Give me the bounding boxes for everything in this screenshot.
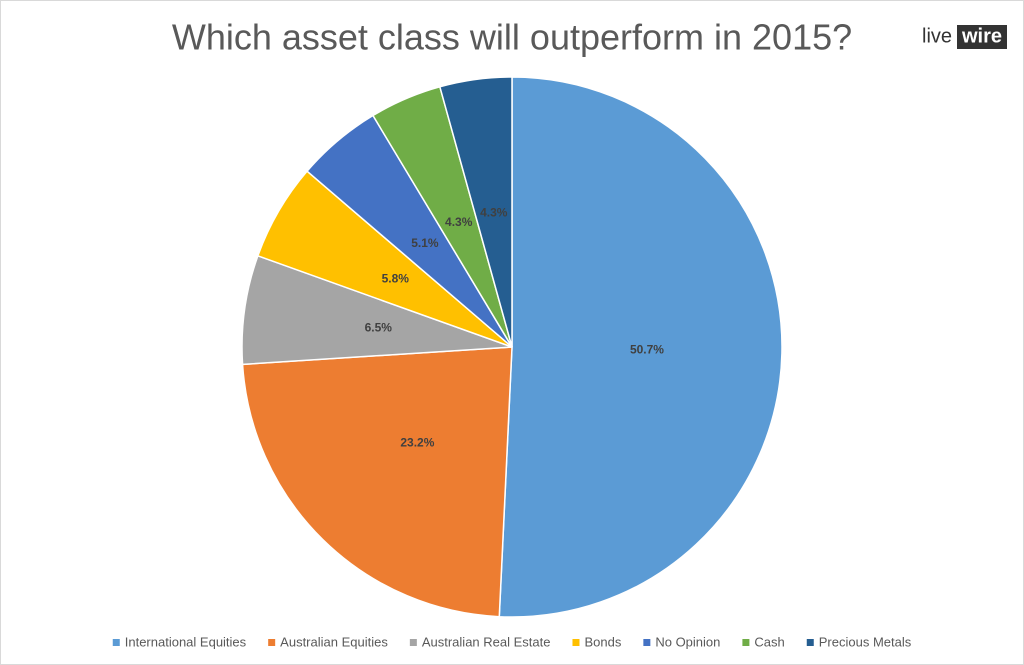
legend-label: Australian Real Estate xyxy=(422,634,551,649)
legend-swatch xyxy=(742,639,750,646)
data-label: 4.3% xyxy=(480,205,508,219)
legend-swatch xyxy=(643,639,651,646)
legend-swatch xyxy=(806,639,814,646)
pie-slice xyxy=(241,254,513,366)
pie-slice xyxy=(438,76,513,348)
legend-swatch xyxy=(409,639,417,646)
data-label: 5.1% xyxy=(411,236,439,250)
logo-text: live xyxy=(922,25,952,47)
legend-swatch xyxy=(268,639,276,646)
data-label: 23.2% xyxy=(400,435,434,449)
legend-label: Precious Metals xyxy=(819,634,912,649)
legend-swatch xyxy=(572,639,580,646)
chart-title: Which asset class will outperform in 201… xyxy=(172,17,852,58)
pie-slice xyxy=(498,76,783,618)
legend-label: Cash xyxy=(754,634,784,649)
legend-label: Australian Equities xyxy=(280,634,388,649)
data-label: 4.3% xyxy=(445,215,473,229)
data-label: 50.7% xyxy=(630,342,664,356)
data-label: 6.5% xyxy=(365,320,393,334)
pie-slice xyxy=(241,346,513,618)
logo-text: wire xyxy=(961,25,1002,47)
legend-swatch xyxy=(112,639,120,646)
legend-label: Bonds xyxy=(584,634,621,649)
logo-box xyxy=(957,25,1007,49)
data-label: 5.8% xyxy=(382,271,410,285)
legend-label: No Opinion xyxy=(655,634,720,649)
legend-label: International Equities xyxy=(125,634,247,649)
logo: live wire xyxy=(922,25,1007,49)
